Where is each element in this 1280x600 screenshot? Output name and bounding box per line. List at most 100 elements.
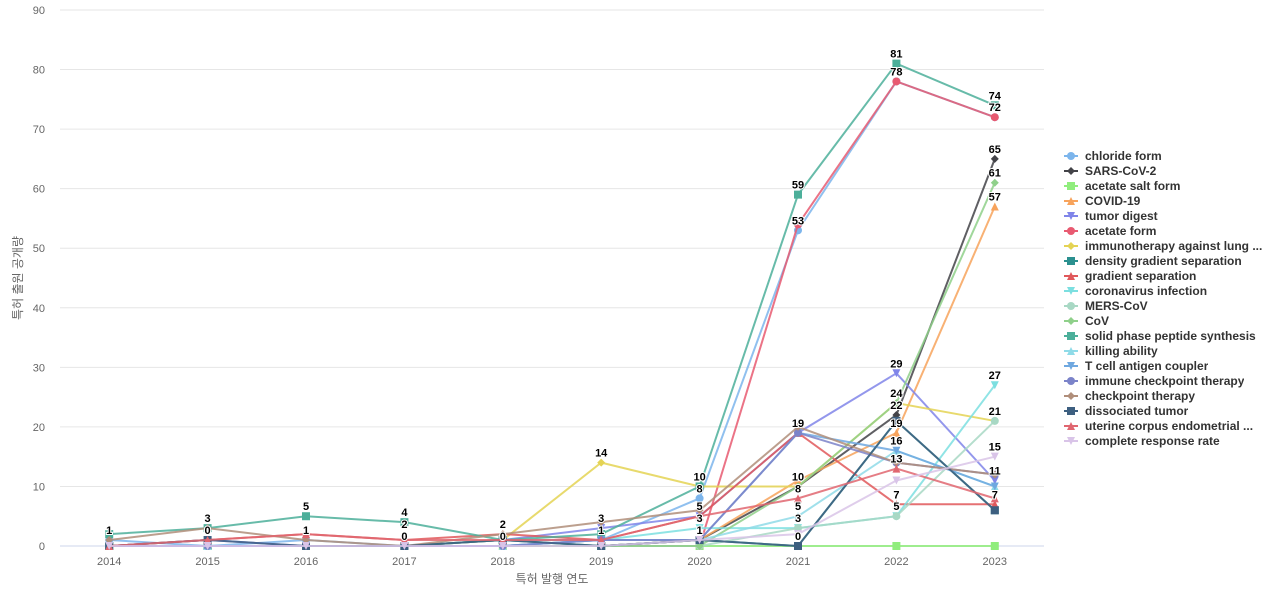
data-label: 10: [792, 471, 804, 483]
series-line: [109, 182, 996, 547]
x-tick-label: 2022: [884, 556, 908, 568]
legend-item[interactable]: immunotherapy against lung ...: [1064, 238, 1274, 253]
legend-label: acetate salt form: [1085, 178, 1181, 193]
data-label: 1: [303, 525, 309, 537]
data-point: [892, 446, 901, 455]
data-label: 3: [697, 513, 703, 525]
y-tick-label: 70: [33, 124, 45, 136]
data-label: 10: [693, 471, 705, 483]
legend-item[interactable]: MERS-CoV: [1064, 298, 1274, 313]
x-tick-label: 2015: [195, 556, 219, 568]
legend-label: complete response rate: [1085, 433, 1220, 448]
y-tick-label: 0: [39, 541, 45, 553]
data-point: [498, 542, 507, 550]
data-label: 59: [792, 180, 804, 192]
y-tick-label: 50: [33, 243, 45, 255]
y-axis: 0 10 20 30 40 50 60 70 80 90: [33, 5, 45, 553]
data-point: [695, 512, 704, 521]
legend-item[interactable]: acetate salt form: [1064, 178, 1274, 193]
legend: chloride form SARS-CoV-2 acetate salt form…: [1064, 148, 1274, 448]
data-point: [990, 154, 999, 163]
data-point: [302, 542, 310, 550]
data-label: 5: [697, 501, 703, 513]
y-tick-label: 10: [33, 481, 45, 493]
x-tick-label: 2023: [983, 556, 1007, 568]
data-point: [794, 190, 802, 199]
legend-symbol: [1064, 361, 1078, 370]
data-point: [892, 458, 901, 467]
data-point: [990, 506, 999, 515]
data-label: 2: [401, 519, 407, 531]
data-label: 81: [890, 49, 902, 61]
legend-item[interactable]: killing ability: [1064, 343, 1274, 358]
data-label: 53: [792, 215, 804, 227]
legend-item[interactable]: SARS-CoV-2: [1064, 163, 1274, 178]
legend-symbol: [1064, 256, 1078, 265]
data-label: 19: [890, 418, 902, 430]
data-point: [203, 524, 212, 533]
data-label: 8: [795, 483, 801, 495]
data-point: [892, 59, 901, 68]
legend-item[interactable]: COVID-19: [1064, 193, 1274, 208]
legend-label: dissociated tumor: [1085, 403, 1189, 418]
legend-label: SARS-CoV-2: [1085, 163, 1157, 178]
series-18: [105, 464, 999, 550]
data-label: 24: [890, 388, 903, 400]
legend-item[interactable]: uterine corpus endometrial ...: [1064, 418, 1274, 433]
legend-label: uterine corpus endometrial ...: [1085, 418, 1254, 433]
data-label: 13: [890, 454, 902, 466]
data-point: [990, 113, 999, 122]
legend-item[interactable]: acetate form: [1064, 223, 1274, 238]
legend-item[interactable]: solid phase peptide synthesis: [1064, 328, 1274, 343]
series-line: [109, 455, 996, 547]
data-point: [990, 416, 999, 425]
x-tick-label: 2021: [786, 556, 810, 568]
legend-item[interactable]: checkpoint therapy: [1064, 388, 1274, 403]
data-label: 1: [697, 525, 703, 537]
legend-label: density gradient separation: [1085, 253, 1242, 268]
legend-item[interactable]: complete response rate: [1064, 433, 1274, 448]
data-point: [400, 542, 409, 550]
data-label: 3: [598, 513, 604, 525]
legend-symbol: [1064, 436, 1078, 445]
legend-item[interactable]: density gradient separation: [1064, 253, 1274, 268]
data-point: [892, 500, 901, 509]
legend-item[interactable]: tumor digest: [1064, 208, 1274, 223]
series-line: [109, 80, 996, 548]
data-label: 0: [795, 531, 801, 543]
data-point: [990, 381, 999, 390]
data-point: [892, 464, 901, 473]
legend-item[interactable]: immune checkpoint therapy: [1064, 373, 1274, 388]
legend-item[interactable]: CoV: [1064, 313, 1274, 328]
legend-symbol: [1064, 271, 1078, 280]
data-label: 15: [989, 442, 1001, 454]
data-point: [794, 530, 802, 539]
data-point: [794, 512, 802, 521]
data-point: [695, 494, 704, 503]
legend-item[interactable]: T cell antigen coupler: [1064, 358, 1274, 373]
data-point: [105, 542, 114, 550]
series-line: [109, 158, 996, 547]
data-point: [990, 470, 999, 479]
series-lines: [105, 59, 999, 550]
data-point: [794, 428, 802, 437]
legend-symbol: [1064, 376, 1078, 385]
legend-item[interactable]: dissociated tumor: [1064, 403, 1274, 418]
data-label: 5: [893, 501, 899, 513]
data-label: 65: [989, 144, 1001, 156]
y-tick-label: 60: [33, 184, 45, 196]
legend-symbol: [1064, 196, 1078, 205]
data-label: 61: [989, 168, 1001, 180]
legend-label: acetate form: [1085, 223, 1157, 238]
legend-label: COVID-19: [1085, 193, 1141, 208]
x-tick-label: 2020: [687, 556, 711, 568]
legend-label: immune checkpoint therapy: [1085, 373, 1245, 388]
data-point: [892, 512, 901, 521]
data-label: 19: [792, 418, 804, 430]
legend-item[interactable]: gradient separation: [1064, 268, 1274, 283]
legend-item[interactable]: chloride form: [1064, 148, 1274, 163]
x-tick-label: 2014: [97, 556, 121, 568]
legend-item[interactable]: coronavirus infection: [1064, 283, 1274, 298]
